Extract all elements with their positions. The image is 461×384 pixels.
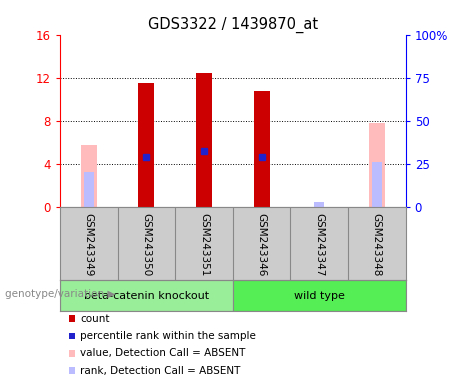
Bar — [314, 202, 325, 207]
Bar — [254, 91, 270, 207]
Text: count: count — [81, 314, 110, 324]
Text: GSM243346: GSM243346 — [257, 213, 266, 276]
Text: GSM243350: GSM243350 — [142, 213, 151, 276]
Text: genotype/variation ▶: genotype/variation ▶ — [5, 289, 115, 299]
Text: GSM243347: GSM243347 — [314, 213, 324, 276]
Text: beta-catenin knockout: beta-catenin knockout — [84, 291, 209, 301]
Title: GDS3322 / 1439870_at: GDS3322 / 1439870_at — [148, 17, 318, 33]
Bar — [372, 162, 382, 207]
Text: GSM243349: GSM243349 — [84, 213, 94, 276]
Text: value, Detection Call = ABSENT: value, Detection Call = ABSENT — [81, 348, 246, 358]
Text: GSM243351: GSM243351 — [199, 213, 209, 276]
Bar — [138, 83, 154, 207]
Text: wild type: wild type — [294, 291, 345, 301]
Bar — [196, 73, 212, 207]
Bar — [369, 123, 385, 207]
Text: percentile rank within the sample: percentile rank within the sample — [81, 331, 256, 341]
Bar — [83, 172, 94, 207]
Bar — [233, 280, 406, 311]
Text: GSM243348: GSM243348 — [372, 213, 382, 276]
Bar — [81, 145, 97, 207]
Bar — [60, 280, 233, 311]
Text: rank, Detection Call = ABSENT: rank, Detection Call = ABSENT — [81, 366, 241, 376]
